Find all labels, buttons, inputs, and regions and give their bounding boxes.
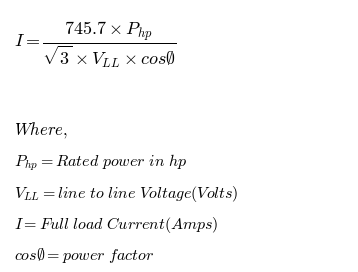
Text: $\mathit{I} = \dfrac{745.7 \times P_{hp}}{\sqrt{3} \times V_{LL} \times cos\empt: $\mathit{I} = \dfrac{745.7 \times P_{hp}… xyxy=(14,19,177,70)
Text: $\mathit{Where,}$: $\mathit{Where,}$ xyxy=(14,120,68,140)
Text: $P_{hp} = \mathit{Rated\ power\ in\ hp}$: $P_{hp} = \mathit{Rated\ power\ in\ hp}$ xyxy=(14,152,188,173)
Text: $\mathit{I} = \mathit{Full\ load\ Current(Amps)}$: $\mathit{I} = \mathit{Full\ load\ Curren… xyxy=(14,215,219,235)
Text: $\mathit{cos\emptyset} = \mathit{power\ factor}$: $\mathit{cos\emptyset} = \mathit{power\ … xyxy=(14,246,154,265)
Text: $V_{LL} = \mathit{line\ to\ line\ Voltage(Volts)}$: $V_{LL} = \mathit{line\ to\ line\ Voltag… xyxy=(14,184,239,204)
